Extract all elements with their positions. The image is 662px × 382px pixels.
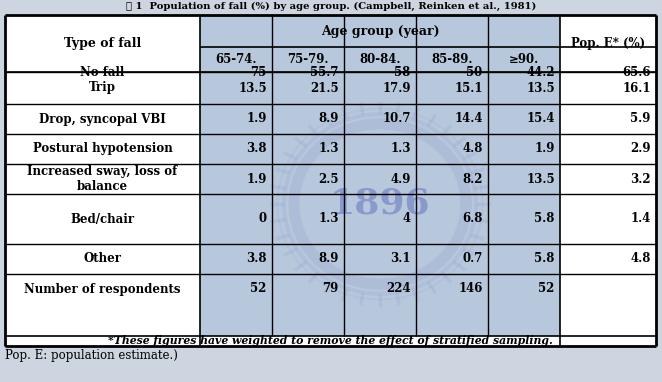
Text: 4.9: 4.9 — [391, 173, 410, 186]
Text: 5.8: 5.8 — [534, 253, 555, 265]
Bar — [200, 15, 560, 336]
Text: 15.4: 15.4 — [526, 113, 555, 126]
Text: Postural hypotension: Postural hypotension — [32, 142, 172, 155]
Text: Number of respondents: Number of respondents — [24, 283, 181, 296]
Bar — [560, 15, 656, 336]
Text: 8.9: 8.9 — [318, 253, 339, 265]
Text: 1.3: 1.3 — [318, 212, 339, 225]
Text: *These figures have weighted to remove the effect of stratified sampling.: *These figures have weighted to remove t… — [108, 335, 553, 346]
Text: 16.1: 16.1 — [622, 81, 651, 94]
Text: 17.9: 17.9 — [382, 81, 410, 94]
Text: 52: 52 — [250, 283, 267, 296]
Text: Increased sway, loss of
balance: Increased sway, loss of balance — [27, 165, 177, 193]
Text: 4.8: 4.8 — [630, 253, 651, 265]
Text: Pop. E: population estimate.): Pop. E: population estimate.) — [5, 350, 178, 363]
Text: Type of fall: Type of fall — [64, 37, 141, 50]
Text: Other: Other — [83, 253, 122, 265]
Text: 13.5: 13.5 — [526, 173, 555, 186]
Bar — [5, 15, 200, 336]
Text: Trip: Trip — [89, 81, 116, 94]
Text: 10.7: 10.7 — [382, 113, 410, 126]
Text: Pop. E* (%): Pop. E* (%) — [571, 37, 645, 50]
Text: 0: 0 — [259, 212, 267, 225]
Text: 75: 75 — [250, 65, 267, 78]
Text: Drop, syncopal VBI: Drop, syncopal VBI — [39, 113, 166, 126]
Text: 52: 52 — [538, 283, 555, 296]
Text: 3.8: 3.8 — [246, 253, 267, 265]
Text: 1.4: 1.4 — [630, 212, 651, 225]
Text: 21.5: 21.5 — [310, 81, 339, 94]
Text: 58: 58 — [395, 65, 410, 78]
Text: 50: 50 — [467, 65, 483, 78]
Text: Age group (year): Age group (year) — [320, 24, 440, 37]
Text: 1.9: 1.9 — [246, 113, 267, 126]
Text: 15.1: 15.1 — [454, 81, 483, 94]
Text: 224: 224 — [386, 283, 410, 296]
Text: 表 1  Population of fall (%) by age group. (Campbell, Reinken et al., 1981): 表 1 Population of fall (%) by age group.… — [126, 2, 536, 11]
Text: 65-74.: 65-74. — [215, 53, 257, 66]
Text: 5.8: 5.8 — [534, 212, 555, 225]
Text: 3.8: 3.8 — [246, 142, 267, 155]
Text: 146: 146 — [458, 283, 483, 296]
Text: 13.5: 13.5 — [526, 81, 555, 94]
Text: 2.9: 2.9 — [630, 142, 651, 155]
Text: Bed/chair: Bed/chair — [70, 212, 134, 225]
Text: 0.7: 0.7 — [462, 253, 483, 265]
Text: 1896: 1896 — [330, 187, 430, 221]
Text: 8.9: 8.9 — [318, 113, 339, 126]
Text: 14.4: 14.4 — [454, 113, 483, 126]
Bar — [5, 15, 656, 346]
Text: 44.2: 44.2 — [526, 65, 555, 78]
Text: 8.2: 8.2 — [462, 173, 483, 186]
Text: 75-79.: 75-79. — [287, 53, 329, 66]
Text: 1.3: 1.3 — [318, 142, 339, 155]
Text: 1.9: 1.9 — [534, 142, 555, 155]
Text: 2.5: 2.5 — [318, 173, 339, 186]
Text: 80-84.: 80-84. — [359, 53, 401, 66]
Text: 4: 4 — [402, 212, 410, 225]
Text: 5.9: 5.9 — [630, 113, 651, 126]
Text: 13.5: 13.5 — [238, 81, 267, 94]
Text: 79: 79 — [322, 283, 339, 296]
Text: 1.9: 1.9 — [246, 173, 267, 186]
Bar — [5, 336, 656, 346]
Text: 4.8: 4.8 — [462, 142, 483, 155]
Text: 3.2: 3.2 — [630, 173, 651, 186]
Text: 6.8: 6.8 — [462, 212, 483, 225]
Text: 3.1: 3.1 — [390, 253, 410, 265]
Text: No fall: No fall — [80, 65, 124, 78]
Text: 1.3: 1.3 — [390, 142, 410, 155]
Text: 85-89.: 85-89. — [431, 53, 473, 66]
Text: ≥90.: ≥90. — [509, 53, 539, 66]
Text: 55.7: 55.7 — [310, 65, 339, 78]
Text: 65.6: 65.6 — [622, 65, 651, 78]
